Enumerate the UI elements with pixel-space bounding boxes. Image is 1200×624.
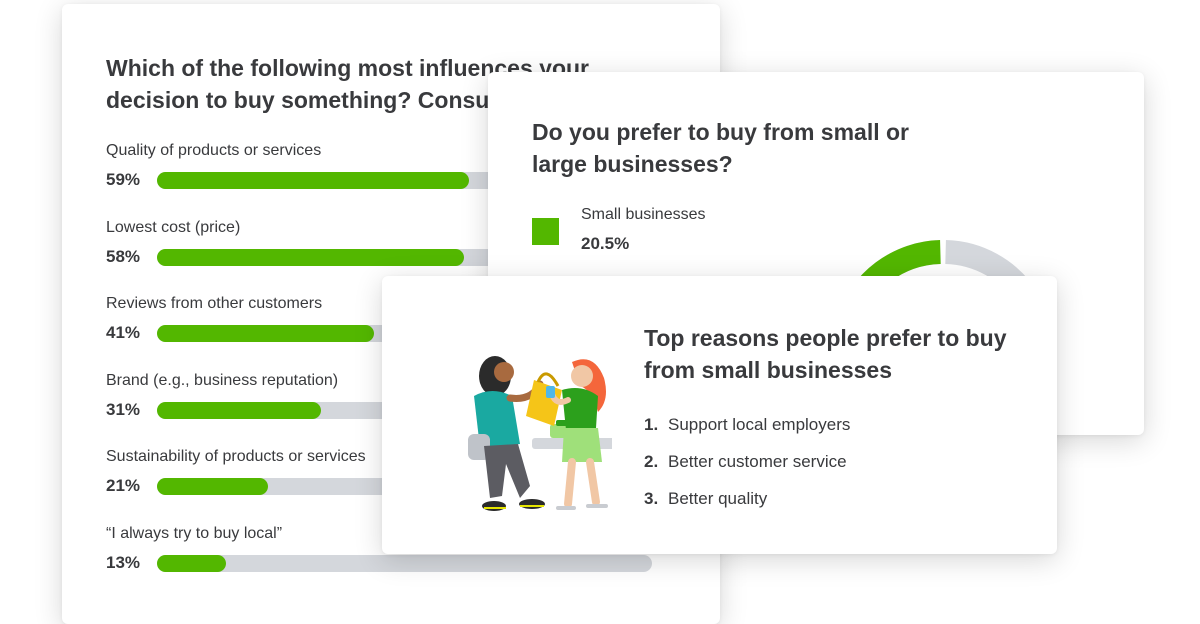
bar [157, 478, 268, 495]
legend-value-small-businesses: 20.5% [581, 234, 630, 253]
bar [157, 172, 469, 189]
bar-value-label: 58% [106, 246, 141, 266]
reason-text-3: Better quality [668, 489, 768, 508]
reason-item-2: 2. Better customer service [644, 451, 850, 488]
bar [157, 248, 464, 266]
reason-text-1: Support local employers [668, 415, 851, 434]
bar-row: 13% [106, 552, 666, 574]
influences-title: Which of the following most influences y… [106, 52, 706, 116]
reason-item-1: 1. Support local employers [644, 414, 850, 451]
bar-group: “I always try to buy local” 13% [106, 523, 666, 574]
bar [157, 401, 321, 419]
bar-category-label: Lowest cost (price) [106, 218, 241, 236]
reason-number-2: 2. [644, 452, 659, 471]
reason-number-3: 3. [644, 489, 659, 508]
bar [157, 325, 374, 342]
bar-value-label: 31% [106, 399, 141, 419]
shoppers-illustration [468, 356, 612, 511]
reasons-card: Top reasons people prefer to buy from sm… [382, 276, 1057, 554]
reason-number-1: 1. [644, 415, 659, 434]
bar-category-label: Quality of products or services [106, 142, 322, 159]
bar-value-label: 59% [106, 170, 141, 189]
bar-category-label: “I always try to buy local” [106, 524, 283, 542]
legend-label-small-businesses: Small businesses [581, 206, 706, 223]
legend-swatch-small-businesses [532, 218, 559, 245]
bar-category-label: Brand (e.g., business reputation) [106, 371, 339, 389]
bar-value-label: 13% [106, 552, 141, 572]
bar-track [157, 554, 652, 572]
reasons-list: 1. Support local employers 2. Better custo… [644, 414, 850, 525]
bar [157, 554, 226, 572]
size-preference-title: Do you prefer to buy from small or large… [532, 119, 909, 177]
reason-item-3: 3. Better quality [644, 488, 850, 525]
bar-category-label: Reviews from other customers [106, 295, 323, 312]
reasons-title: Top reasons people prefer to buy from sm… [644, 325, 1007, 383]
reason-text-2: Better customer service [668, 452, 847, 471]
bar-value-label: 41% [106, 323, 141, 342]
bar-value-label: 21% [106, 476, 141, 495]
bar-category-label: Sustainability of products or services [106, 448, 366, 465]
influences-title-line-2: decision to buy something? Consumers [106, 87, 545, 113]
